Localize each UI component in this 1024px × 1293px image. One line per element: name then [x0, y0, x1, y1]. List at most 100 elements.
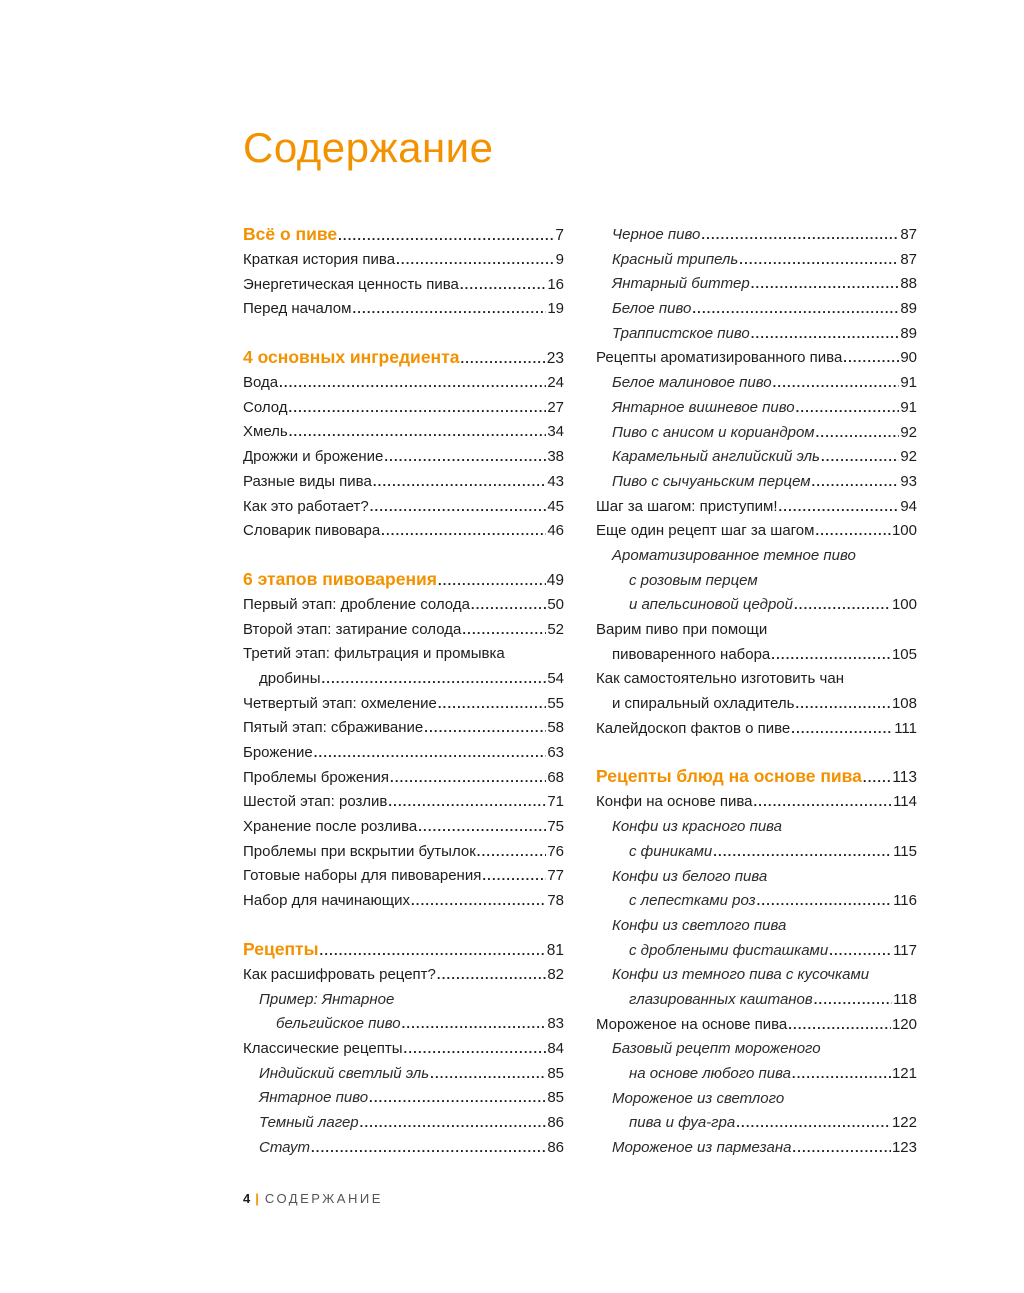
toc-entry[interactable]: Мороженое на основе пива 120: [596, 1013, 917, 1038]
toc-entry[interactable]: Белое пиво 89: [596, 297, 917, 322]
page-number: 63: [547, 744, 564, 761]
toc-entry-title: Вода: [243, 374, 279, 392]
toc-entry[interactable]: Как расшифровать рецепт? 82: [243, 963, 564, 988]
toc-entry[interactable]: бельгийское пиво 83: [243, 1012, 564, 1037]
toc-entry[interactable]: Как самостоятельно изготовить чан: [596, 667, 917, 692]
toc-entry-title: Третий этап: фильтрация и промывка: [243, 645, 505, 663]
toc-entry[interactable]: Варим пиво при помощи: [596, 618, 917, 643]
toc-entry[interactable]: Четвертый этап: охмеление 55: [243, 692, 564, 717]
footer-page-number: 4: [243, 1191, 251, 1206]
page-number: 94: [900, 497, 917, 515]
toc-entry[interactable]: на основе любого пива 121: [596, 1062, 917, 1087]
section-heading[interactable]: Рецепты 81: [243, 936, 564, 963]
toc-entry[interactable]: с розовым перцем: [596, 569, 917, 594]
toc-entry[interactable]: Солод 27: [243, 396, 564, 421]
toc-entry[interactable]: с дроблеными фисташками 117: [596, 939, 917, 964]
toc-entry[interactable]: Набор для начинающих 78: [243, 889, 564, 914]
page-number: 81: [546, 941, 564, 959]
toc-entry[interactable]: Пиво с анисом и кориандром 92: [596, 421, 917, 446]
toc-entry[interactable]: Хмель 34: [243, 420, 564, 445]
toc-entry[interactable]: Конфи на основе пива 114: [596, 790, 917, 815]
page-number: 49: [546, 571, 564, 589]
dot-leader: [320, 937, 546, 964]
page-number: 91: [900, 374, 917, 392]
toc-entry[interactable]: Дрожжи и брожение 38: [243, 445, 564, 470]
toc-entry[interactable]: Первый этап: дробление солода 50: [243, 593, 564, 618]
page-number: 115: [893, 842, 917, 860]
toc-entry-title: Классические рецепты: [243, 1039, 403, 1057]
toc-entry[interactable]: Стаут 86: [243, 1136, 564, 1161]
page-number: 116: [893, 892, 917, 910]
toc-entry[interactable]: и спиральный охладитель 108: [596, 692, 917, 717]
toc-entry[interactable]: Перед началом 19: [243, 297, 564, 322]
toc-entry[interactable]: Янтарный биттер 88: [596, 272, 917, 297]
toc-section: Черное пиво 87 Красный трипель 87 Янтарный б…: [596, 223, 917, 741]
toc-entry[interactable]: Как это работает? 45: [243, 495, 564, 520]
toc-entry[interactable]: Пиво с сычуаньским перцем 93: [596, 470, 917, 495]
toc-entry[interactable]: Пример: Янтарное: [243, 988, 564, 1013]
page-number: 83: [547, 1015, 564, 1033]
toc-entry[interactable]: Краткая история пива 9: [243, 248, 564, 273]
toc-entry[interactable]: Третий этап: фильтрация и промывка: [243, 642, 564, 667]
section-heading[interactable]: 4 основных ингредиента 23: [243, 344, 564, 371]
toc-entry[interactable]: Еще один рецепт шаг за шагом 100: [596, 519, 917, 544]
toc-entry[interactable]: Классические рецепты 84: [243, 1037, 564, 1062]
toc-entry[interactable]: Черное пиво 87: [596, 223, 917, 248]
toc-entry[interactable]: пивоваренного набора 105: [596, 643, 917, 668]
toc-entry[interactable]: Ароматизированное темное пиво: [596, 544, 917, 569]
toc-entry[interactable]: Шестой этап: розлив 71: [243, 790, 564, 815]
section-heading[interactable]: 6 этапов пивоварения 49: [243, 566, 564, 593]
toc-entry[interactable]: пива и фуа-гра 122: [596, 1111, 917, 1136]
toc-entry[interactable]: Проблемы брожения 68: [243, 766, 564, 791]
page-number: 100: [891, 522, 917, 540]
toc-entry[interactable]: Траппистское пиво 89: [596, 322, 917, 347]
toc-entry[interactable]: Карамельный английский эль 92: [596, 445, 917, 470]
toc-entry[interactable]: Второй этап: затирание солода 52: [243, 618, 564, 643]
page-footer: 4 | СОДЕРЖАНИЕ: [243, 1191, 383, 1206]
page-number: 88: [900, 275, 917, 293]
toc-entry[interactable]: Шаг за шагом: приступим! 94: [596, 495, 917, 520]
section-heading[interactable]: Рецепты блюд на основе пива 113: [596, 763, 917, 790]
footer-separator: |: [255, 1191, 259, 1206]
toc-entry[interactable]: дробины 54: [243, 667, 564, 692]
dot-leader: [369, 1086, 546, 1111]
dot-leader: [816, 421, 900, 446]
page-number: 86: [547, 1138, 564, 1156]
toc-entry[interactable]: Словарик пивовара 46: [243, 519, 564, 544]
page-number: 89: [900, 324, 917, 342]
toc-entry[interactable]: Готовые наборы для пивоварения 77: [243, 864, 564, 889]
toc-entry[interactable]: Янтарное вишневое пиво 91: [596, 396, 917, 421]
toc-entry[interactable]: Индийский светлый эль 85: [243, 1062, 564, 1087]
toc-entry[interactable]: Конфи из красного пива: [596, 815, 917, 840]
dot-leader: [404, 1037, 547, 1062]
toc-entry[interactable]: Мороженое из светлого: [596, 1087, 917, 1112]
dot-leader: [792, 1136, 891, 1161]
toc-entry[interactable]: Мороженое из пармезана 123: [596, 1136, 917, 1161]
toc-entry[interactable]: Пятый этап: сбраживание 58: [243, 716, 564, 741]
page-number: 92: [900, 423, 917, 441]
toc-entry[interactable]: Проблемы при вскрытии бутылок 76: [243, 840, 564, 865]
toc-entry[interactable]: Конфи из темного пива с кусочками: [596, 963, 917, 988]
toc-entry[interactable]: Темный лагер 86: [243, 1111, 564, 1136]
toc-entry[interactable]: Белое малиновое пиво 91: [596, 371, 917, 396]
toc-entry[interactable]: Разные виды пива 43: [243, 470, 564, 495]
toc-entry[interactable]: Брожение 63: [243, 741, 564, 766]
toc-entry[interactable]: и апельсиновой цедрой 100: [596, 593, 917, 618]
toc-entry[interactable]: с лепестками роз 116: [596, 889, 917, 914]
page-number: 9: [555, 251, 564, 268]
toc-entry[interactable]: Хранение после розлива 75: [243, 815, 564, 840]
toc-entry[interactable]: Янтарное пиво 85: [243, 1086, 564, 1111]
toc-entry[interactable]: Красный трипель 87: [596, 248, 917, 273]
toc-entry[interactable]: Конфи из светлого пива: [596, 914, 917, 939]
toc-entry[interactable]: с финиками 115: [596, 840, 917, 865]
toc-entry[interactable]: глазированных каштанов 118: [596, 988, 917, 1013]
toc-entry[interactable]: Энергетическая ценность пива 16: [243, 273, 564, 298]
toc-entry[interactable]: Базовый рецепт мороженого: [596, 1037, 917, 1062]
toc-entry[interactable]: Рецепты ароматизированного пива 90: [596, 346, 917, 371]
section-heading[interactable]: Всё о пиве 7: [243, 221, 564, 248]
page-number: 23: [546, 350, 564, 368]
toc-entry[interactable]: Вода 24: [243, 371, 564, 396]
toc-entry[interactable]: Конфи из белого пива: [596, 865, 917, 890]
toc-entry-title: дробины: [259, 669, 321, 687]
toc-entry[interactable]: Калейдоскоп фактов о пиве 111: [596, 717, 917, 742]
